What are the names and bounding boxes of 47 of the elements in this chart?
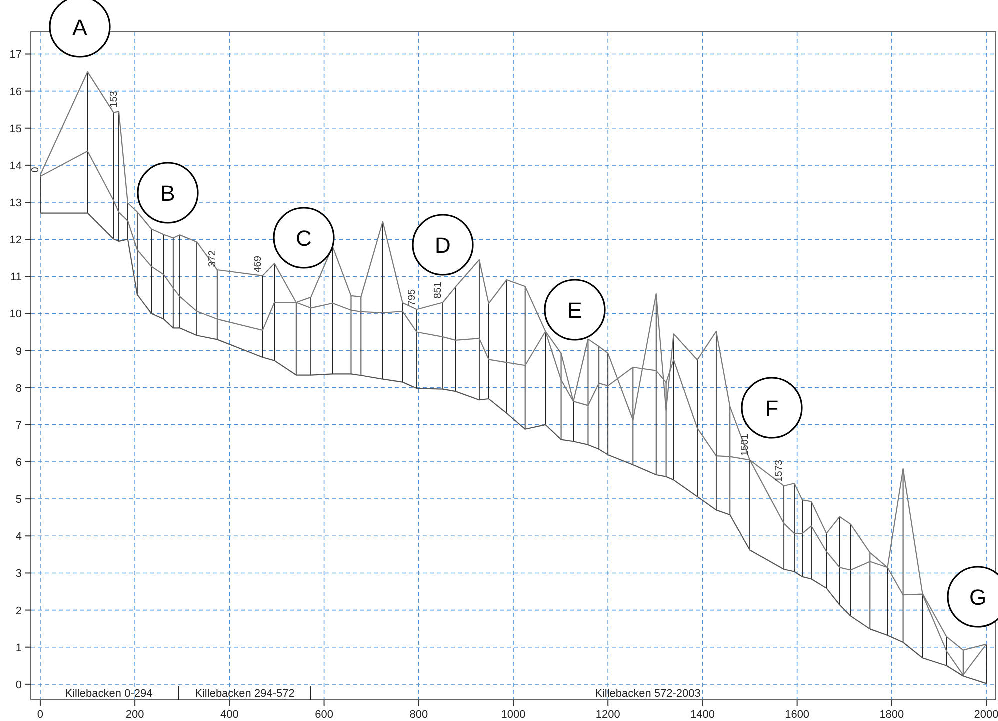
y-tick-label: 15	[10, 123, 22, 136]
y-tick-label: 0	[16, 679, 22, 692]
y-tick-label: 5	[16, 494, 22, 506]
annotation: Killebacken 294-572	[195, 688, 295, 700]
y-tick-label: 4	[16, 531, 22, 544]
annotation: F	[765, 396, 779, 421]
y-tick-label: 16	[10, 86, 22, 98]
annotation: 1501	[740, 434, 752, 456]
annotation: A	[72, 15, 88, 40]
annotation: G	[969, 585, 987, 610]
y-tick-label: 9	[16, 346, 22, 358]
y-tick-label: 11	[10, 272, 22, 284]
y-tick-label: 12	[10, 234, 22, 247]
x-tick-label: 400	[220, 709, 239, 721]
x-tick-label: 0	[37, 709, 44, 721]
annotation: 1573	[774, 460, 786, 482]
y-tick-label: 2	[16, 605, 22, 618]
x-tick-label: 200	[126, 709, 144, 721]
y-tick-label: 8	[16, 382, 22, 395]
x-tick-label: 1400	[690, 709, 715, 721]
y-tick-label: 1	[16, 642, 22, 654]
annotation: 372	[207, 250, 218, 268]
y-tick-label: 3	[16, 568, 22, 580]
annotation: Killebacken 572-2003	[595, 688, 701, 700]
y-tick-label: 14	[10, 160, 22, 172]
y-tick-label: 6	[16, 457, 22, 470]
annotation: 469	[252, 256, 264, 273]
annotation: 795	[407, 289, 418, 306]
x-tick-label: 2000	[974, 709, 998, 721]
x-tick-label: 1800	[880, 709, 904, 721]
annotation: E	[568, 298, 582, 323]
y-tick-label: 10	[10, 308, 22, 321]
x-tick-label: 1200	[596, 709, 620, 721]
y-tick-label: 13	[10, 198, 22, 210]
annotation: Killebacken 0-294	[65, 688, 153, 700]
x-tick-label: 800	[410, 709, 428, 721]
annotation: 851	[433, 282, 444, 299]
y-tick-label: 17	[10, 49, 22, 62]
x-tick-label: 1600	[785, 709, 810, 721]
annotation: C	[296, 226, 312, 251]
y-tick-label: 7	[16, 420, 22, 432]
x-tick-label: 1000	[501, 709, 526, 721]
annotation: 0	[30, 166, 42, 173]
annotation: D	[435, 233, 451, 258]
x-tick-label: 600	[315, 709, 334, 721]
annotation: 153	[108, 90, 120, 108]
annotation: B	[160, 181, 176, 206]
